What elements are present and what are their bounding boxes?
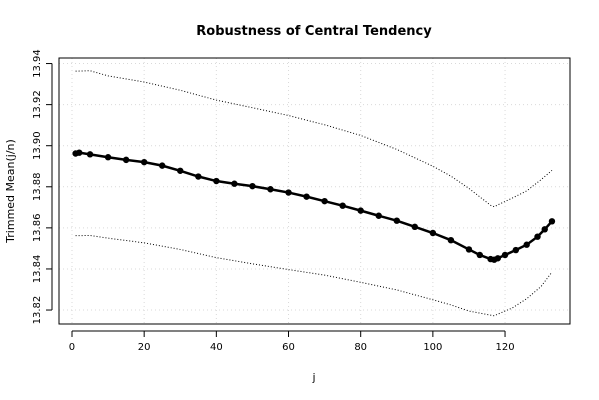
plot-frame xyxy=(58,57,571,325)
trimmed-mean-point xyxy=(267,186,274,193)
y-tick-label: 13.90 xyxy=(32,131,43,160)
y-tick-label: 13.84 xyxy=(32,255,43,284)
x-tick-label: 120 xyxy=(495,342,514,353)
trimmed-mean-point xyxy=(122,156,130,164)
trimmed-mean-point xyxy=(357,207,364,214)
y-tick-label: 13.86 xyxy=(32,214,43,243)
y-tick-label: 13.82 xyxy=(32,296,43,325)
trimmed-mean-point xyxy=(303,193,310,200)
trimmed-mean-point xyxy=(465,246,473,253)
trimmed-mean-point xyxy=(447,236,455,244)
x-tick-label: 20 xyxy=(138,342,151,353)
trimmed-mean-point xyxy=(548,218,556,225)
x-tick-label: 80 xyxy=(354,342,367,353)
trimmed-mean-point xyxy=(104,154,112,161)
trimmed-mean-point xyxy=(140,158,148,166)
y-axis-label: Trimmed Mean(j/n) xyxy=(4,139,17,244)
trimmed-mean-point xyxy=(501,251,509,259)
trimmed-mean-point xyxy=(375,212,382,219)
x-tick-label: 60 xyxy=(282,342,295,353)
trimmed-mean-point xyxy=(523,241,530,248)
trimmed-mean-point xyxy=(159,162,166,169)
x-tick-label: 100 xyxy=(423,342,442,353)
upper-bound-line xyxy=(75,70,553,208)
x-tick-label: 40 xyxy=(210,342,223,353)
trimmed-mean-point xyxy=(411,223,419,231)
series-group xyxy=(72,70,556,317)
y-tick-label: 13.88 xyxy=(32,172,43,201)
trimmed-mean-point xyxy=(541,226,548,233)
lower-bound-line xyxy=(75,234,553,317)
trimmed-mean-point xyxy=(86,151,94,158)
y-tick-label: 13.94 xyxy=(32,49,43,78)
trimmed-mean-point xyxy=(213,177,220,185)
trimmed-mean-point xyxy=(429,229,437,237)
trimmed-mean-line xyxy=(75,151,553,262)
trimmed-mean-point xyxy=(494,255,502,262)
chart-title: Robustness of Central Tendency xyxy=(196,24,432,39)
trimmed-mean-point xyxy=(339,202,346,209)
axes: 0 20 40 60 80 100 120 13.82 13.84 13.86 13.88 13.90… xyxy=(32,49,515,353)
trimmed-mean-point xyxy=(393,217,400,224)
trimmed-mean-point xyxy=(76,149,83,156)
trimmed-mean-point xyxy=(285,189,292,196)
trimmed-mean-point xyxy=(249,182,256,190)
trimmed-mean-point xyxy=(231,180,238,187)
trimmed-mean-point xyxy=(512,246,520,254)
trimmed-mean-point xyxy=(321,197,328,205)
y-tick-label: 13.92 xyxy=(32,90,43,119)
x-tick-label: 0 xyxy=(69,342,75,353)
trimmed-mean-point xyxy=(177,167,184,174)
trimmed-mean-point xyxy=(195,173,202,180)
trimmed-mean-point xyxy=(534,233,541,240)
trimmed-mean-point xyxy=(476,251,483,259)
x-axis-label: j xyxy=(311,371,315,384)
